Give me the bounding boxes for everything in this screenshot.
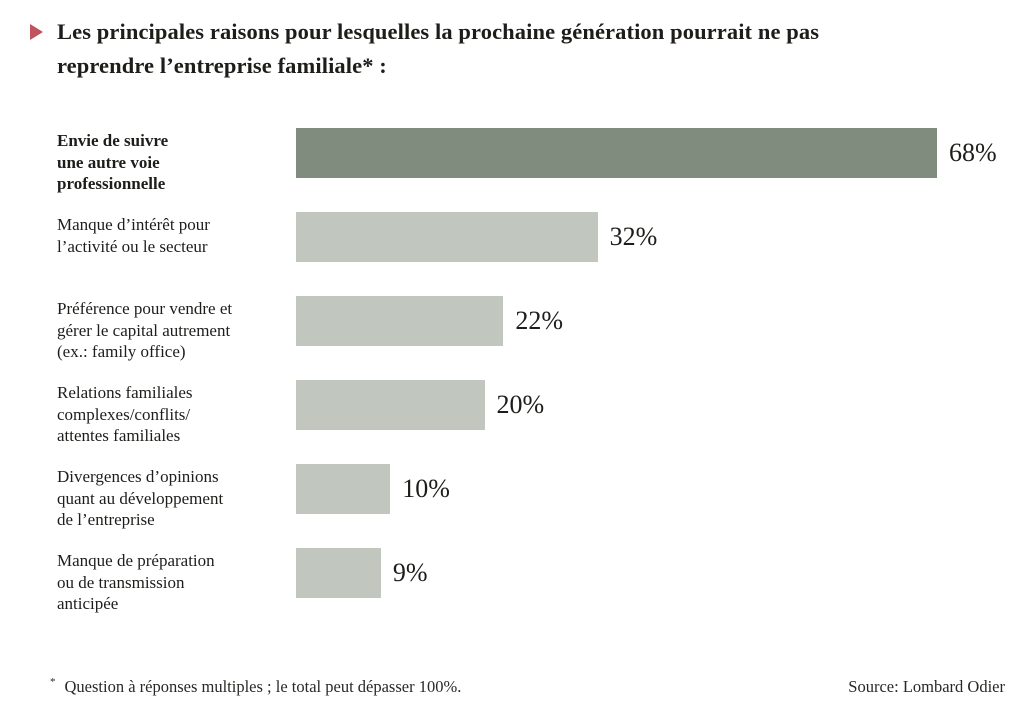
bar <box>296 380 485 430</box>
triangle-bullet-icon <box>30 24 43 40</box>
chart-footer: * Question à réponses multiples ; le tota… <box>50 676 1005 697</box>
bar-area: 10% <box>296 464 937 514</box>
chart-row: Préférence pour vendre et gérer le capit… <box>57 296 1007 361</box>
chart-row: Divergences d’opinions quant au développ… <box>57 464 1007 529</box>
chart-header: Les principales raisons pour lesquelles … <box>0 0 1024 83</box>
chart-row: Manque d’intérêt pour l’activité ou le s… <box>57 212 1007 262</box>
bar-chart: Envie de suivre une autre voie professio… <box>57 128 1007 632</box>
category-label: Divergences d’opinions quant au développ… <box>57 467 224 529</box>
footnote-text: Question à réponses multiples ; le total… <box>64 677 462 696</box>
bar <box>296 296 504 346</box>
value-label: 32% <box>609 222 658 251</box>
bar <box>296 128 937 178</box>
chart-row: Relations familiales complexes/conflits/… <box>57 380 1007 445</box>
footnote: * Question à réponses multiples ; le tota… <box>50 676 461 697</box>
value-label: 9% <box>392 558 428 587</box>
category-label: Préférence pour vendre et gérer le capit… <box>57 299 233 361</box>
category-label: Envie de suivre une autre voie professio… <box>57 131 169 193</box>
bar <box>296 548 381 598</box>
bar-area: 20% <box>296 380 937 430</box>
chart-row: Envie de suivre une autre voie professio… <box>57 128 1007 193</box>
category-label: Relations familiales complexes/conflits/… <box>57 383 193 445</box>
bar <box>296 464 391 514</box>
bar-area: 9% <box>296 548 937 598</box>
value-label: 10% <box>402 474 450 503</box>
value-label: 22% <box>515 306 564 335</box>
chart-row: Manque de préparation ou de transmission… <box>57 548 1007 613</box>
value-label: 68% <box>949 138 997 167</box>
category-label: Manque d’intérêt pour l’activité ou le s… <box>57 215 210 256</box>
bar <box>296 212 598 262</box>
page-title: Les principales raisons pour lesquelles … <box>57 19 820 78</box>
bar-area: 22% <box>296 296 937 346</box>
category-label: Manque de préparation ou de transmission… <box>57 551 215 613</box>
source-attribution: Source: Lombard Odier <box>848 677 1005 696</box>
bar-area: 68% <box>296 128 997 178</box>
bar-area: 32% <box>296 212 937 262</box>
value-label: 20% <box>496 390 545 419</box>
footnote-marker: * <box>50 676 56 688</box>
